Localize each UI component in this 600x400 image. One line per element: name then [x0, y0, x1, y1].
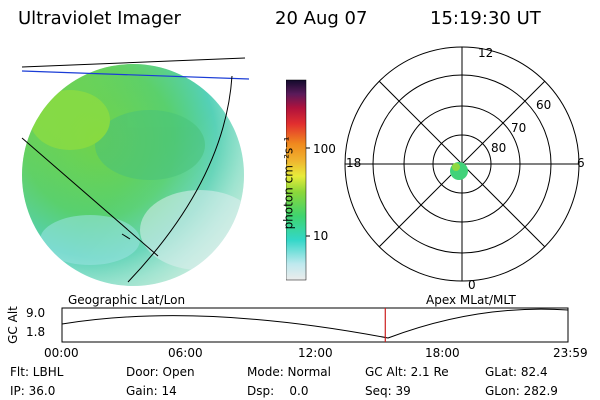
timeline-xtick-3: 18:00 [425, 346, 460, 360]
timeline-ytick-low: 1.8 [26, 325, 46, 339]
info-mode: Mode: Normal [247, 365, 331, 379]
info-glat: GLat: 82.4 [485, 365, 548, 379]
diagonal-line [21, 137, 159, 257]
meridian-curve [127, 75, 233, 283]
info-seq: Seq: 39 [365, 384, 411, 398]
apex-label: Apex MLat/MLT [426, 293, 516, 307]
timeline-xtick-2: 12:00 [298, 346, 333, 360]
lat-label-60: 60 [536, 98, 552, 112]
altitude-curve [61, 308, 569, 339]
geographic-label: Geographic Lat/Lon [68, 293, 186, 307]
info-dsp: Dsp: 0.0 [247, 384, 309, 398]
timeline-xtick-0: 00:00 [44, 346, 79, 360]
mlt-label-6: 6 [577, 156, 585, 170]
colorbar-unit-label: photon cm⁻²s⁻¹ [281, 136, 296, 230]
instrument-title: Ultraviolet Imager [18, 8, 181, 29]
lat-label-70: 70 [511, 121, 527, 135]
info-gain: Gain: 14 [126, 384, 177, 398]
colorbar-tick-100: 100 [313, 142, 336, 156]
info-door: Door: Open [126, 365, 195, 379]
horizon-line-blue [21, 70, 250, 80]
date-label: 20 Aug 07 [275, 8, 368, 29]
info-flt: Flt: LBHL [10, 365, 64, 379]
info-gc-alt: GC Alt: 2.1 Re [365, 365, 449, 379]
timeline-axis-title: GC Alt [5, 306, 20, 344]
colorbar-tick-10: 10 [313, 229, 329, 243]
info-ip: IP: 36.0 [10, 384, 56, 398]
mlt-label-18: 18 [346, 156, 362, 170]
altitude-timeline [61, 307, 569, 343]
lat-label-80: 80 [491, 141, 507, 155]
colorbar [286, 79, 310, 281]
polar-plot [344, 46, 580, 282]
timeline-xtick-1: 06:00 [168, 346, 203, 360]
timeline-ytick-high: 9.0 [26, 306, 46, 320]
mlt-label-12: 12 [478, 46, 494, 60]
mlt-label-0: 0 [468, 278, 476, 292]
horizon-line-black [21, 57, 246, 68]
geographic-image [21, 57, 250, 286]
timeline-xtick-4: 23:59 [553, 346, 588, 360]
time-label: 15:19:30 UT [430, 8, 541, 29]
info-glon: GLon: 282.9 [485, 384, 558, 398]
